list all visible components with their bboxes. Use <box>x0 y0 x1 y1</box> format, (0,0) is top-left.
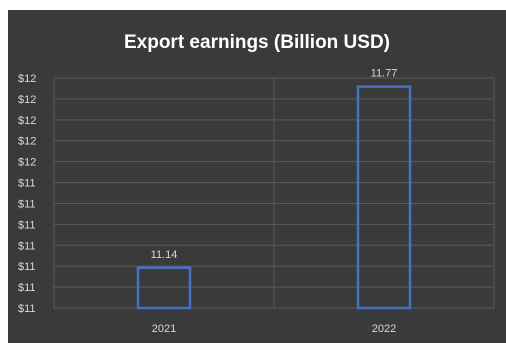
chart-title: Export earnings (Billion USD) <box>123 32 391 53</box>
y-tick-label: $11 <box>18 198 36 210</box>
y-tick-label: $12 <box>18 136 36 148</box>
chart-frame: Export earnings (Billion USD) $12 $12 $12 $… <box>8 10 506 343</box>
plot-area: $12 $12 $12 $12 $12 $11 $11 $11 $11 $11 $11 $11 11.1… <box>18 68 495 335</box>
y-tick-label: $12 <box>18 115 36 127</box>
y-tick-label: $12 <box>18 73 36 85</box>
y-tick-label: $11 <box>18 240 36 252</box>
y-tick-label: $11 <box>18 282 36 294</box>
y-tick-label: $11 <box>18 219 36 231</box>
x-category-label-2022: 2022 <box>372 323 396 335</box>
x-category-label-2021: 2021 <box>152 323 176 335</box>
y-tick-label: $12 <box>18 157 36 169</box>
data-label-2022: 11.77 <box>371 68 398 80</box>
data-label-2021: 11.14 <box>151 249 178 261</box>
y-tick-label: $11 <box>18 303 36 315</box>
y-tick-label: $12 <box>18 94 36 106</box>
y-tick-label: $11 <box>18 261 36 273</box>
y-tick-label: $11 <box>18 178 36 190</box>
bar-2021 <box>136 266 192 310</box>
bar-2022 <box>356 85 412 310</box>
